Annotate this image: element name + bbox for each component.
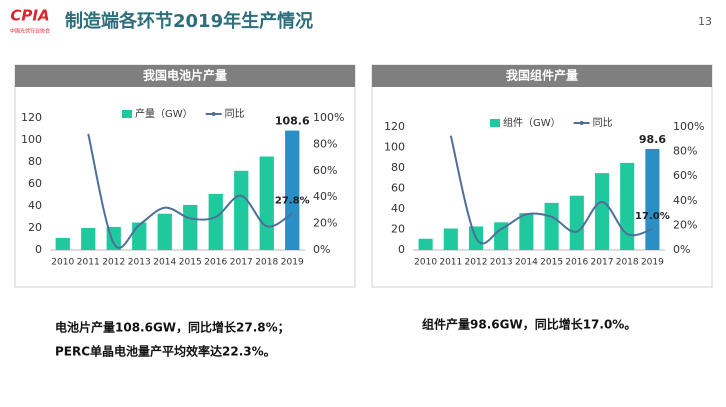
logo-text: CPIA <box>10 7 49 25</box>
x-tick-label: 2019 <box>641 258 664 268</box>
bar <box>519 213 534 250</box>
bar <box>645 148 660 250</box>
y-tick-label: 40 <box>28 199 42 212</box>
bar <box>132 222 147 250</box>
bar <box>594 173 610 250</box>
y2-tick-label: 0% <box>313 243 330 256</box>
y-tick-label: 80 <box>28 155 42 168</box>
bar <box>208 193 223 250</box>
x-tick-label: 2016 <box>204 258 227 268</box>
legend-swatch <box>122 110 132 118</box>
chart-title: 我国组件产量 <box>506 68 578 83</box>
y2-tick-label: 80% <box>673 145 697 158</box>
bar <box>234 170 249 250</box>
y-tick-label: 0 <box>35 243 42 256</box>
x-tick-label: 2018 <box>616 258 639 268</box>
bar <box>55 237 70 250</box>
x-tick-label: 2012 <box>465 258 488 268</box>
chart-title: 我国电池片产量 <box>143 68 227 83</box>
x-tick-label: 2010 <box>51 258 74 268</box>
y2-tick-label: 100% <box>673 120 704 133</box>
bar <box>443 228 458 250</box>
y-tick-label: 100 <box>384 141 405 154</box>
x-tick-label: 2017 <box>230 258 253 268</box>
x-tick-label: 2015 <box>179 258 202 268</box>
bar <box>285 130 300 250</box>
bar <box>259 156 274 250</box>
bar <box>183 204 198 250</box>
x-tick-label: 2011 <box>439 258 462 268</box>
data-label: 17.0% <box>635 211 670 222</box>
legend-label: 产量（GW） <box>135 107 193 120</box>
bar <box>81 228 96 250</box>
y-tick-label: 20 <box>28 221 42 234</box>
data-label: 98.6 <box>639 133 666 146</box>
x-tick-label: 2014 <box>153 258 176 268</box>
y2-tick-label: 100% <box>313 111 344 124</box>
y2-tick-label: 80% <box>313 137 337 150</box>
legend-label: 同比 <box>225 108 245 120</box>
bar <box>544 202 559 250</box>
y-tick-label: 40 <box>391 202 405 215</box>
y2-tick-label: 0% <box>673 243 690 256</box>
line <box>87 133 293 249</box>
y-tick-label: 60 <box>28 177 42 190</box>
legend-swatch <box>211 112 216 116</box>
y2-tick-label: 40% <box>313 190 337 203</box>
y2-tick-label: 20% <box>673 218 697 231</box>
x-tick-label: 2018 <box>255 258 278 268</box>
bar <box>157 213 172 250</box>
panel-header <box>15 65 355 87</box>
panel <box>371 64 713 288</box>
y-tick-label: 120 <box>21 111 42 124</box>
y2-tick-label: 60% <box>313 164 337 177</box>
x-tick-label: 2014 <box>515 258 538 268</box>
y-tick-label: 100 <box>21 133 42 146</box>
bar <box>620 162 635 250</box>
y-tick-label: 20 <box>391 223 405 236</box>
y-tick-label: 120 <box>384 120 405 133</box>
x-tick-label: 2012 <box>102 258 125 268</box>
x-tick-label: 2013 <box>490 258 513 268</box>
x-tick-label: 2016 <box>565 258 588 268</box>
y-tick-label: 80 <box>391 161 405 174</box>
bar <box>494 222 509 250</box>
panel-header <box>372 65 712 87</box>
y2-tick-label: 20% <box>313 217 337 230</box>
slide-title: 制造端各环节2019年生产情况 <box>65 10 313 32</box>
x-tick-label: 2010 <box>414 258 437 268</box>
x-tick-label: 2011 <box>77 258 100 268</box>
x-tick-label: 2017 <box>591 258 614 268</box>
page-number: 13 <box>698 15 712 28</box>
caption: PERC单晶电池量产平均效率达22.3%。 <box>55 344 276 359</box>
panel <box>14 64 356 288</box>
legend-label: 组件（GW） <box>503 116 561 129</box>
logo-subtitle: 中国光伏行业协会 <box>10 28 50 35</box>
legend-swatch <box>490 119 500 127</box>
legend-label: 同比 <box>593 117 613 129</box>
caption: 组件产量98.6GW，同比增长17.0%。 <box>422 317 636 332</box>
y-tick-label: 60 <box>391 182 405 195</box>
x-tick-label: 2019 <box>281 258 304 268</box>
legend-swatch <box>579 121 584 125</box>
caption: 电池片产量108.6GW，同比增长27.8%； <box>55 320 290 335</box>
x-tick-label: 2015 <box>540 258 563 268</box>
line <box>449 135 653 245</box>
x-tick-label: 2013 <box>128 258 151 268</box>
y2-tick-label: 60% <box>673 169 697 182</box>
y-tick-label: 0 <box>398 243 405 256</box>
y2-tick-label: 40% <box>673 194 697 207</box>
data-label: 27.8% <box>275 195 310 206</box>
bar <box>569 195 584 250</box>
data-label: 108.6 <box>275 115 310 128</box>
bar <box>418 238 433 250</box>
